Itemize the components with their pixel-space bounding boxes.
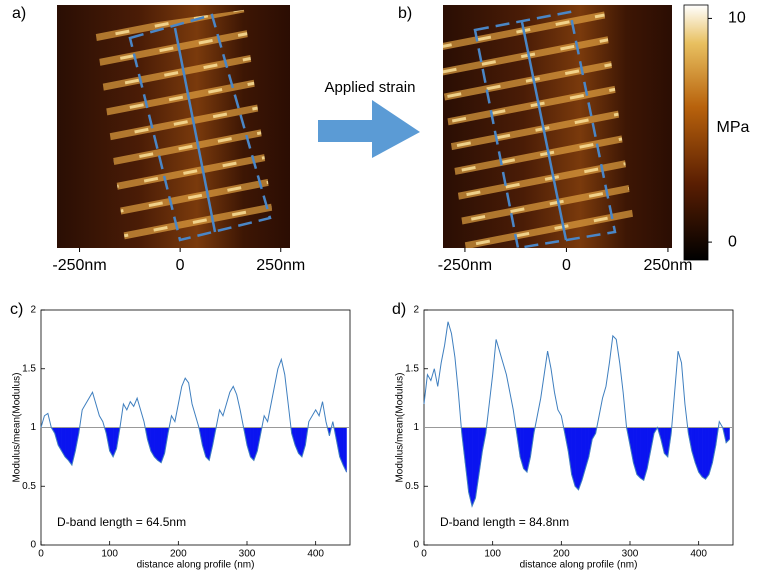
x-tick-label: 300 [622, 549, 639, 560]
profile-line [40, 357, 348, 473]
fill-segment [454, 427, 459, 428]
y-tick-label: 2 [30, 305, 36, 316]
panel-label: b) [398, 5, 412, 22]
fill-segment [305, 427, 309, 446]
fill-segment [619, 427, 624, 428]
fill-segment [701, 427, 706, 480]
fill-segment [236, 427, 241, 428]
profile-box [473, 10, 617, 250]
afm-image [57, 5, 290, 248]
x-axis-label: distance along profile (nm) [137, 560, 255, 571]
y-tick-label: 2 [413, 305, 419, 316]
y-tick-label: 0 [30, 540, 36, 551]
fill-segment [715, 427, 720, 446]
colorbar-label: MPa [717, 119, 750, 136]
fill-segment [574, 427, 579, 491]
x-tick-label: 250nm [643, 257, 692, 274]
fill-segment [440, 427, 445, 428]
y-axis-label: Modulus/mean(Modulus) [395, 372, 406, 482]
fill-segment [188, 427, 193, 428]
fill-segment [629, 427, 634, 463]
annotation: D-band length = 84.8nm [440, 515, 569, 529]
fill-segment [705, 427, 710, 480]
fill-segment [329, 427, 334, 436]
x-tick-label: 400 [307, 549, 324, 560]
fill-segment [646, 427, 651, 469]
fill-segment [157, 427, 162, 464]
profile-line [423, 321, 730, 508]
x-axis-label: distance along profile (nm) [520, 560, 638, 571]
fill-segment [523, 427, 528, 473]
fill-segment [495, 427, 500, 428]
fill-segment [643, 427, 648, 481]
fill-segment [447, 427, 452, 428]
fill-segment [636, 427, 641, 479]
fill-segment [205, 427, 210, 461]
x-tick-label: -250nm [52, 257, 106, 274]
afm-image [443, 5, 672, 248]
panel-label: a) [12, 5, 26, 22]
fill-segment [229, 427, 234, 428]
x-tick-label: 0 [562, 257, 571, 274]
y-tick-label: 0.5 [22, 481, 36, 492]
fill-segment [547, 427, 552, 428]
strain-arrow [318, 100, 420, 158]
below-mean-fill [424, 427, 730, 507]
fill-segment [471, 427, 476, 507]
y-tick-label: 0 [413, 540, 419, 551]
profile-box [128, 13, 272, 242]
fill-segment [640, 427, 644, 481]
y-tick-label: 1.5 [22, 363, 36, 374]
x-tick-label: 0 [38, 549, 44, 560]
x-tick-label: 0 [421, 549, 427, 560]
colorbar-tick-label: 10 [728, 10, 746, 27]
panel-label: c) [10, 301, 23, 318]
fill-segment [209, 427, 213, 461]
fill-segment [64, 427, 69, 461]
x-tick-label: 200 [553, 549, 570, 560]
annotation: D-band length = 64.5nm [57, 515, 186, 529]
fill-segment [478, 427, 483, 475]
fill-segment [270, 427, 275, 428]
fill-segment [427, 427, 432, 428]
arrow-label: Applied strain [325, 79, 416, 96]
fill-segment [184, 427, 189, 428]
fill-segment [554, 427, 559, 428]
x-tick-label: 400 [690, 549, 707, 560]
fill-segment [444, 427, 449, 428]
fill-segment [154, 427, 158, 461]
panel-label: d) [392, 301, 406, 318]
fill-segment [250, 427, 255, 461]
fill-segment [281, 427, 285, 428]
x-tick-label: 200 [170, 549, 187, 560]
fill-segment [178, 427, 182, 428]
x-tick-label: -250nm [438, 257, 492, 274]
colorbar-tick-label: 0 [728, 233, 737, 250]
fill-segment [664, 427, 668, 458]
fill-segment [581, 427, 586, 481]
fill-segment [277, 427, 282, 428]
y-tick-label: 1 [413, 422, 419, 433]
fill-segment [698, 427, 703, 478]
colorbar [683, 4, 709, 261]
fill-segment [465, 427, 469, 493]
fill-segment [298, 427, 303, 458]
y-tick-label: 1 [30, 422, 36, 433]
y-axis-label: Modulus/mean(Modulus) [12, 372, 23, 482]
fill-segment [568, 427, 572, 475]
x-tick-label: 100 [484, 549, 501, 560]
fill-segment [68, 427, 73, 466]
fill-segment [540, 427, 545, 428]
fill-segment [509, 427, 514, 428]
fill-segment [712, 427, 717, 463]
fill-segment [612, 427, 617, 428]
fill-segment [339, 427, 344, 466]
x-tick-label: 100 [101, 549, 118, 560]
y-tick-label: 0.5 [405, 481, 419, 492]
x-tick-label: 300 [239, 549, 256, 560]
y-tick-label: 1.5 [405, 363, 419, 374]
x-tick-label: 0 [176, 257, 185, 274]
x-tick-label: 250nm [256, 257, 305, 274]
